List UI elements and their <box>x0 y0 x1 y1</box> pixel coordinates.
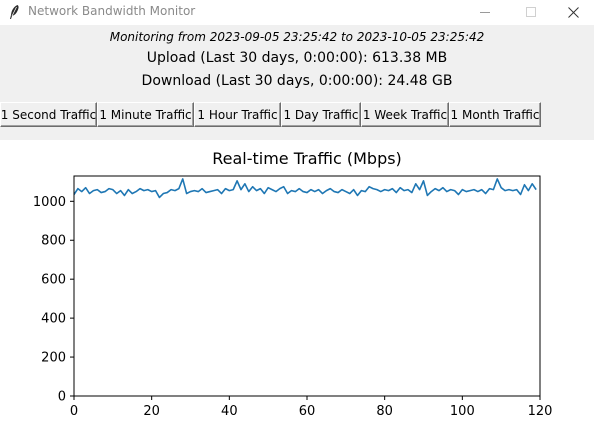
x-tick-label: 40 <box>221 404 238 419</box>
x-tick-label: 80 <box>376 404 393 419</box>
chart-area: Real-time Traffic (Mbps) 0 20 40 60 80 100 120… <box>0 140 594 427</box>
upload-total-label: Upload (Last 30 days, 0:00:00): 613.38 M… <box>146 50 448 66</box>
one-hour-traffic-button[interactable]: 1 Hour Traffic <box>194 102 281 127</box>
title-bar[interactable]: Network Bandwidth Monitor <box>0 0 594 25</box>
chart-title: Real-time Traffic (Mbps) <box>212 149 402 168</box>
y-tick-label: 600 <box>41 273 66 288</box>
feather-icon <box>10 5 19 19</box>
y-tick-label: 400 <box>41 312 66 327</box>
y-tick-label: 1000 <box>33 195 66 210</box>
window-title: Network Bandwidth Monitor <box>28 4 196 18</box>
maximize-icon <box>525 7 536 17</box>
y-tick-label: 0 <box>58 390 66 405</box>
x-tick-label: 120 <box>528 404 553 419</box>
header-panel: Monitoring from 2023-09-05 23:25:42 to 2… <box>0 25 594 140</box>
traffic-chart: Real-time Traffic (Mbps) 0 20 40 60 80 100 120… <box>33 149 553 419</box>
plot-frame <box>73 175 541 397</box>
minimize-button[interactable] <box>462 0 508 25</box>
one-month-traffic-button[interactable]: 1 Month Traffic <box>449 102 541 127</box>
y-tick-label: 800 <box>41 234 66 249</box>
download-total-label: Download (Last 30 days, 0:00:00): 24.48 … <box>141 73 453 89</box>
x-tick-label: 20 <box>143 404 160 419</box>
x-tick-label: 100 <box>450 404 475 419</box>
one-minute-traffic-button[interactable]: 1 Minute Traffic <box>97 102 194 127</box>
x-tick-label: 60 <box>299 404 316 419</box>
minimize-icon <box>479 12 490 13</box>
y-tick-label: 200 <box>41 351 66 366</box>
traffic-series-line <box>73 178 537 199</box>
one-week-traffic-button[interactable]: 1 Week Traffic <box>361 102 449 127</box>
close-button[interactable] <box>550 0 594 25</box>
one-day-traffic-button[interactable]: 1 Day Traffic <box>281 102 361 127</box>
one-second-traffic-button[interactable]: 1 Second Traffic <box>0 102 97 127</box>
monitoring-range-label: Monitoring from 2023-09-05 23:25:42 to 2… <box>109 30 485 44</box>
maximize-button[interactable] <box>508 0 554 25</box>
close-icon <box>567 7 579 18</box>
x-tick-label: 0 <box>70 404 78 419</box>
